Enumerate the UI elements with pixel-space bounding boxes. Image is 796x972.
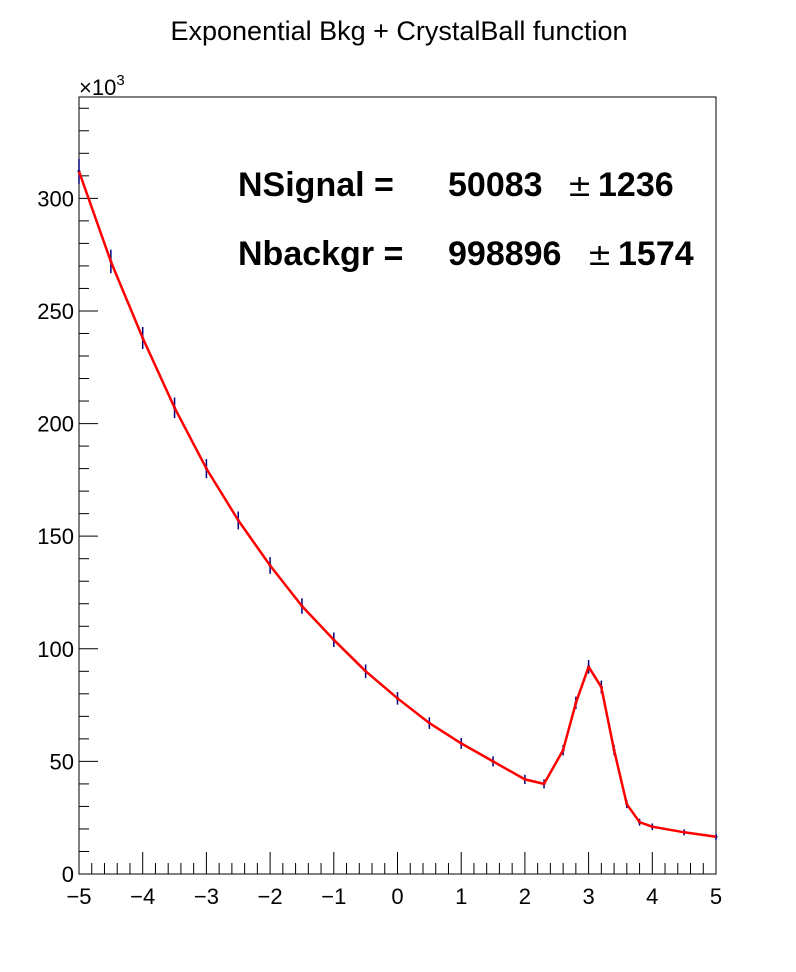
chart-title: Exponential Bkg + CrystalBall function bbox=[171, 16, 628, 46]
background-annotation: Nbackgr = 998896 ± 1574 bbox=[238, 235, 694, 273]
nsignal-error: 1236 bbox=[598, 166, 674, 204]
y-tick-label: 150 bbox=[37, 524, 74, 549]
nbackgr-error: 1574 bbox=[618, 235, 694, 273]
y-tick-label: 250 bbox=[37, 299, 74, 324]
x-tick-label: −2 bbox=[258, 884, 283, 909]
y-axis-ticks: 0 50 100 150 200 250 300 bbox=[37, 107, 98, 887]
y-tick-label: 300 bbox=[37, 186, 74, 211]
y-tick-label: 0 bbox=[62, 862, 74, 887]
x-tick-label: 3 bbox=[582, 884, 594, 909]
nbackgr-label: Nbackgr = bbox=[238, 235, 403, 273]
x-tick-label: −3 bbox=[194, 884, 219, 909]
y-axis-multiplier-base: ×10 bbox=[79, 75, 116, 100]
nsignal-value: 50083 bbox=[448, 166, 543, 204]
x-tick-label: 2 bbox=[519, 884, 531, 909]
nsignal-plusminus: ± bbox=[567, 169, 592, 204]
nbackgr-plusminus: ± bbox=[587, 238, 612, 273]
x-tick-label: 5 bbox=[710, 884, 722, 909]
signal-annotation: NSignal = 50083 ± 1236 bbox=[238, 166, 674, 204]
x-tick-label: 4 bbox=[646, 884, 658, 909]
fit-curve bbox=[77, 170, 717, 839]
x-tick-label: 0 bbox=[391, 884, 403, 909]
nsignal-label: NSignal = bbox=[238, 166, 394, 204]
x-tick-label: −4 bbox=[130, 884, 155, 909]
y-tick-label: 100 bbox=[37, 637, 74, 662]
data-layer bbox=[77, 158, 718, 840]
nbackgr-value: 998896 bbox=[448, 235, 561, 273]
x-tick-label: −5 bbox=[66, 884, 91, 909]
y-tick-label: 50 bbox=[50, 749, 74, 774]
x-axis-ticks: −5 −4 −3 −2 −1 0 1 2 3 4 5 bbox=[66, 852, 722, 909]
y-axis-multiplier: ×103 bbox=[79, 72, 125, 100]
y-tick-label: 200 bbox=[37, 412, 74, 437]
x-tick-label: 1 bbox=[455, 884, 467, 909]
x-tick-label: −1 bbox=[321, 884, 346, 909]
y-axis-multiplier-exponent: 3 bbox=[116, 72, 124, 89]
